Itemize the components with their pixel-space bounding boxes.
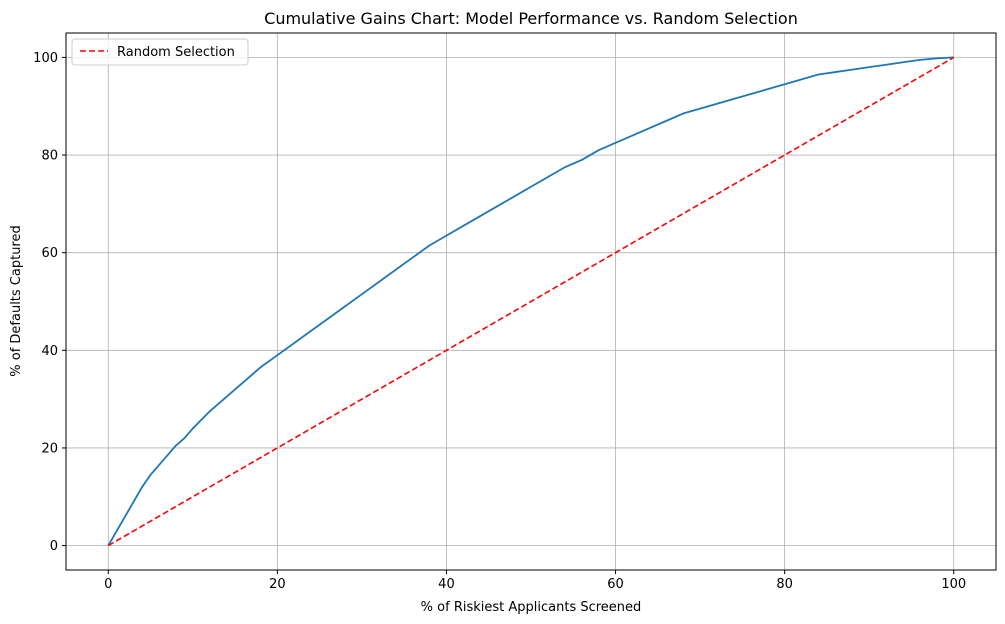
x-tick-label: 100 <box>941 577 966 592</box>
x-tick-label: 0 <box>104 577 112 592</box>
y-tick-label: 60 <box>41 246 58 261</box>
x-tick-label: 40 <box>438 577 455 592</box>
x-tick-label: 20 <box>269 577 286 592</box>
random-selection-line <box>107 56 955 547</box>
y-axis-label: % of Defaults Captured <box>9 225 24 377</box>
axis-ticks: 0 20 40 60 80 100 0 20 40 60 80 100 <box>33 51 966 592</box>
plot-frame <box>65 32 997 571</box>
y-tick-label: 100 <box>33 51 58 66</box>
legend-label-random-selection: Random Selection <box>117 45 235 60</box>
series-layer <box>107 56 955 547</box>
y-tick-label: 0 <box>50 539 58 554</box>
chart-title: Cumulative Gains Chart: Model Performanc… <box>264 9 798 28</box>
y-tick-label: 40 <box>41 344 58 359</box>
legend: Random Selection <box>71 38 249 66</box>
model-gains-line <box>107 56 954 547</box>
legend-box <box>71 38 249 66</box>
y-tick-label: 20 <box>41 441 58 456</box>
x-tick-label: 80 <box>776 577 793 592</box>
y-tick-label: 80 <box>41 149 58 164</box>
x-tick-label: 60 <box>607 577 624 592</box>
x-axis-label: % of Riskiest Applicants Screened <box>421 600 642 615</box>
